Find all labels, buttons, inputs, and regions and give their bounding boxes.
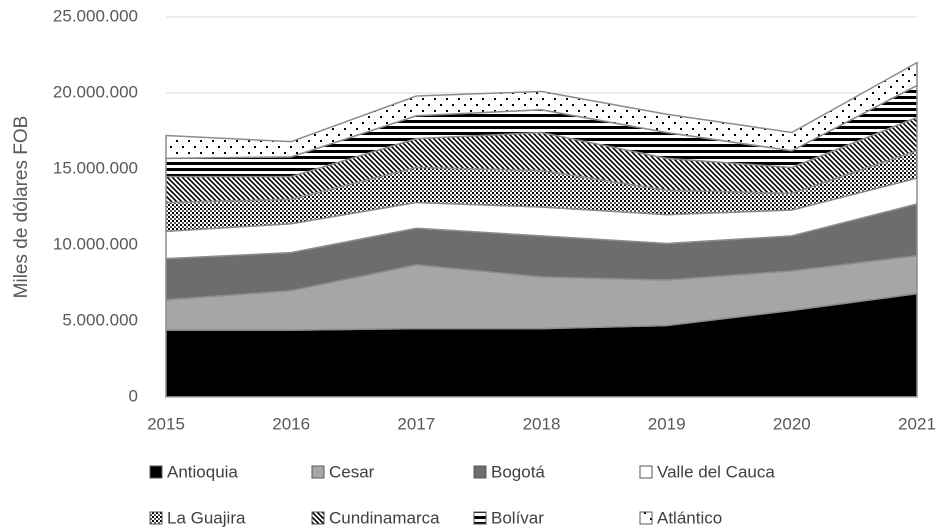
y-tick-label: 0 (129, 386, 138, 405)
x-tick-label: 2019 (648, 414, 686, 433)
legend-label: Valle del Cauca (657, 462, 775, 481)
y-tick-label: 25.000.000 (53, 6, 138, 25)
x-tick-label: 2020 (773, 414, 811, 433)
x-tick-label: 2018 (523, 414, 561, 433)
x-tick-label: 2016 (272, 414, 310, 433)
y-axis-title: Miles de dólares FOB (11, 116, 32, 299)
legend-label: La Guajira (167, 508, 246, 527)
x-tick-label: 2017 (397, 414, 435, 433)
legend-swatch (149, 511, 163, 525)
y-tick-label: 10.000.000 (53, 234, 138, 253)
legend-swatch (639, 511, 653, 525)
legend-swatch (473, 465, 487, 479)
legend-swatch (311, 465, 325, 479)
legend-swatch (311, 511, 325, 525)
legend-swatch (473, 511, 487, 525)
legend-label: Atlántico (657, 508, 722, 527)
legend-label: Bogotá (491, 462, 545, 481)
x-tick-label: 2015 (147, 414, 185, 433)
legend-swatch (639, 465, 653, 479)
y-tick-label: 20.000.000 (53, 82, 138, 101)
legend-label: Antioquia (167, 462, 238, 481)
area (165, 61, 918, 160)
y-tick-label: 5.000.000 (62, 310, 138, 329)
legend-label: Bolívar (491, 508, 544, 527)
legend-label: Cesar (329, 462, 375, 481)
legend-label: Cundinamarca (329, 508, 440, 527)
y-tick-label: 15.000.000 (53, 158, 138, 177)
legend-swatch (149, 465, 163, 479)
x-tick-label: 2021 (898, 414, 936, 433)
